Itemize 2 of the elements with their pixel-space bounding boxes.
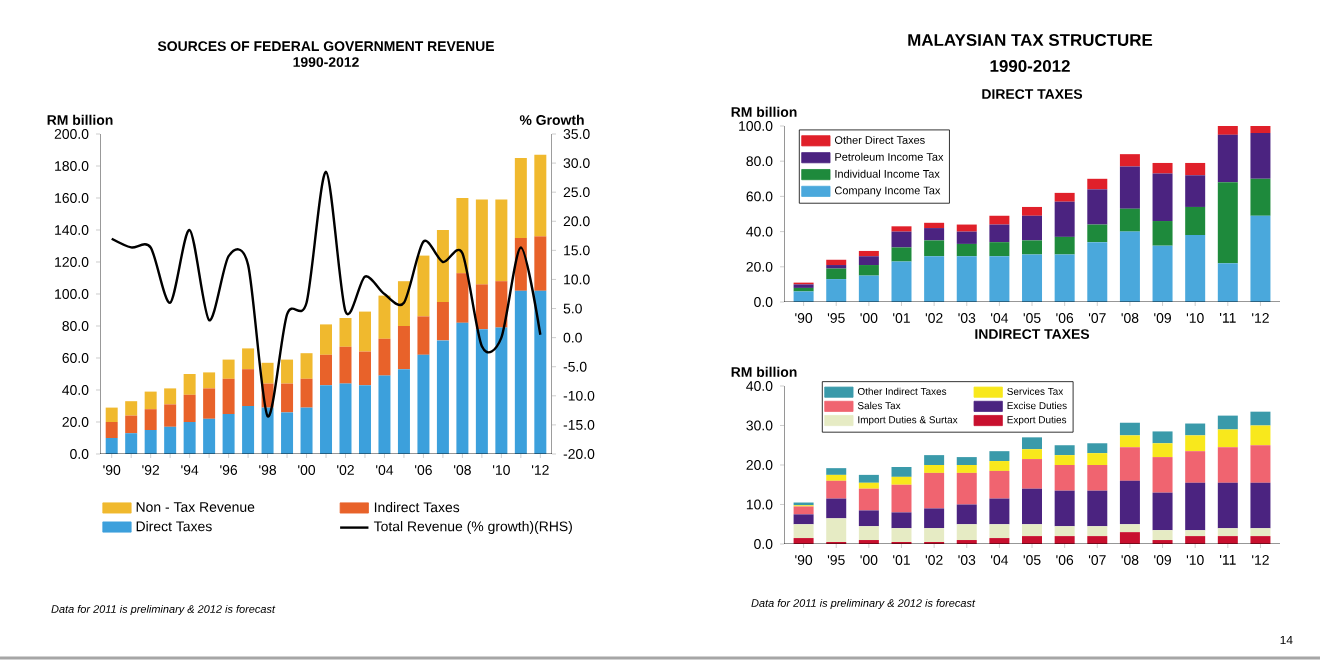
text: MALAYSIAN TAX STRUCTURE xyxy=(908,34,1153,46)
text: 1990-2012 xyxy=(990,60,1070,72)
